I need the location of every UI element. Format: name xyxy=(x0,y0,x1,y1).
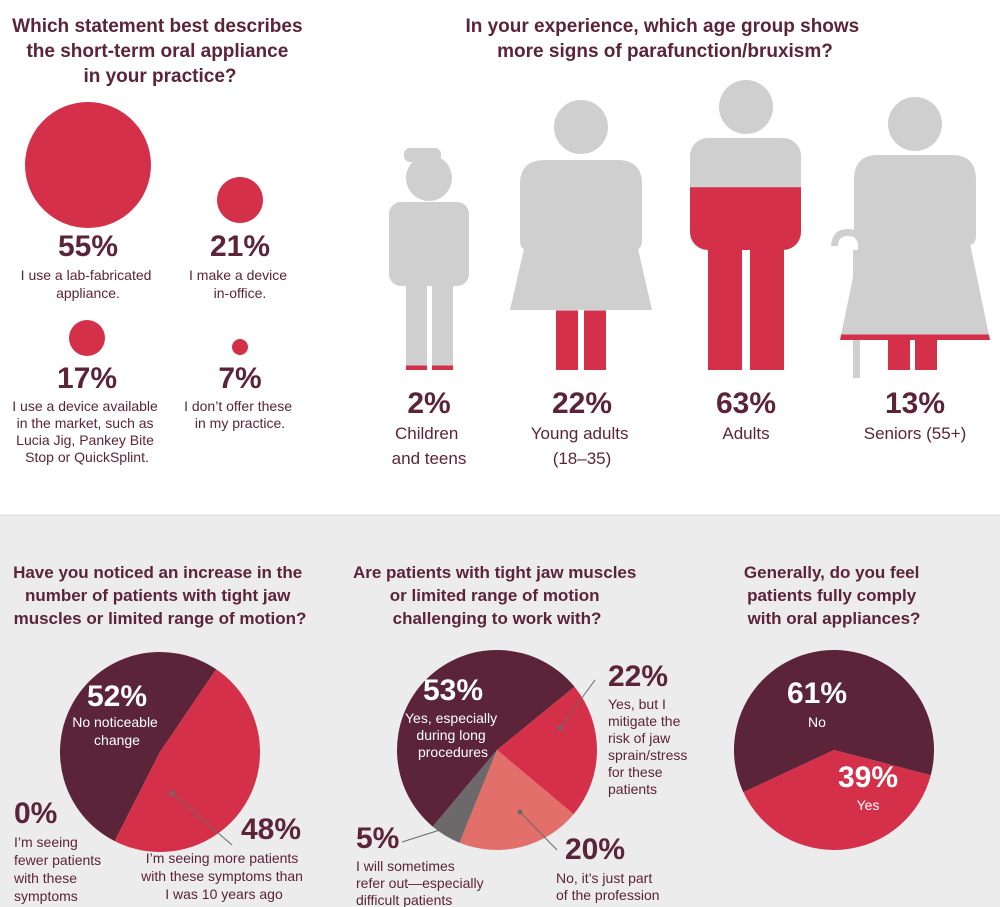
pie1-label-1-desc: I’m seeing more patients with these symp… xyxy=(140,850,307,902)
pie2-slice-0 xyxy=(396,649,575,827)
pie-chart-3-title: Generally, do you feel patients fully co… xyxy=(744,563,924,628)
figure-2-fill xyxy=(690,187,801,370)
figure-2-value: 63% xyxy=(716,387,776,420)
figure-3-value: 13% xyxy=(885,387,945,420)
pie2-label-1-desc: Yes, but I mitigate the risk of jaw spra… xyxy=(608,696,691,797)
figure-3-fill xyxy=(840,334,990,370)
figure-0-value: 2% xyxy=(407,387,450,420)
pie1-slice-0 xyxy=(59,651,217,842)
figure-3-group: 13% Seniors (55+) xyxy=(831,97,990,443)
bubble-0 xyxy=(25,102,151,228)
pie1-label-2-value: 0% xyxy=(14,797,57,830)
pie-chart-1: Have you noticed an increase in the numb… xyxy=(13,563,307,904)
pie2-label-0-desc: Yes, especially during long procedures xyxy=(405,710,501,760)
figure-0-silhouette xyxy=(389,148,469,370)
pie1-label-2-desc: I’m seeing fewer patients with these sym… xyxy=(13,834,105,904)
pie3-slice-0 xyxy=(734,649,934,793)
bubble-2 xyxy=(69,320,105,356)
pie1-leader-1 xyxy=(171,792,233,846)
figure-0-name: Children and teens xyxy=(392,424,467,468)
pie2-leader-1-dot xyxy=(557,725,563,731)
bubble-chart: Which statement best describes the short… xyxy=(12,16,308,465)
pie2-label-2-value: 20% xyxy=(565,833,625,866)
pie-chart-2: Are patients with tight jaw muscles or l… xyxy=(353,563,691,907)
pie3-label-0-value: 61% xyxy=(787,677,847,710)
bubble-0-desc: I use a lab-fabricated appliance. xyxy=(21,267,156,301)
bubble-1-desc: I make a device in-office. xyxy=(189,267,291,301)
pie3-label-1-value: 39% xyxy=(838,761,898,794)
bubble-3-desc: I don’t offer these in my practice. xyxy=(184,398,296,431)
pie1-label-0-desc: No noticeable change xyxy=(72,714,162,748)
pie2-slice-3 xyxy=(432,750,497,843)
figure-0-fill xyxy=(406,365,453,370)
pie2-leader-3-dot xyxy=(462,819,468,825)
pie-chart-2-slices xyxy=(396,649,597,851)
figure-2-name: Adults xyxy=(722,424,769,443)
figure-1-silhouette xyxy=(510,100,652,370)
pie2-label-0-value: 53% xyxy=(423,674,483,707)
pie-chart-2-title: Are patients with tight jaw muscles or l… xyxy=(353,563,641,628)
pie1-leader-1-dot xyxy=(169,790,175,796)
pie2-slice-1 xyxy=(497,686,597,815)
bubble-0-value: 55% xyxy=(58,230,118,263)
pie-chart-3-slices xyxy=(734,649,934,850)
pie2-label-3-value: 5% xyxy=(356,822,399,855)
pie2-label-2-desc: No, it’s just part of the profession xyxy=(556,870,660,903)
pie3-label-0-desc: No xyxy=(808,714,826,730)
pie2-leader-2 xyxy=(519,811,558,851)
pie2-leader-1 xyxy=(559,679,596,729)
figure-3-name: Seniors (55+) xyxy=(864,424,967,443)
figure-1-group: 22% Young adults (18–35) xyxy=(510,100,652,468)
pie1-label-0-value: 52% xyxy=(87,680,147,713)
figure-0-group: 2% Children and teens xyxy=(389,148,469,468)
pie-chart-3: Generally, do you feel patients fully co… xyxy=(734,563,934,850)
bubble-1 xyxy=(217,177,263,223)
pie1-label-1-value: 48% xyxy=(241,813,301,846)
pie2-slice-2 xyxy=(459,750,574,851)
pie2-label-3-desc: I will sometimes refer out—especially di… xyxy=(356,858,488,907)
pie1-slice-1 xyxy=(114,669,260,852)
pie3-label-1-desc: Yes xyxy=(857,797,880,813)
pictogram-chart: In your experience, which age group show… xyxy=(389,16,990,468)
bubble-chart-title: Which statement best describes the short… xyxy=(12,16,308,87)
bubble-2-desc: I use a device available in the market, … xyxy=(12,398,161,465)
figure-1-fill xyxy=(556,310,606,370)
pictogram-chart-title: In your experience, which age group show… xyxy=(465,16,864,62)
figure-2-group: 63% Adults xyxy=(690,80,801,443)
pie2-leader-3 xyxy=(401,821,466,843)
pie-chart-1-slices xyxy=(59,651,260,852)
figure-1-value: 22% xyxy=(552,387,612,420)
bubble-2-value: 17% xyxy=(57,362,117,395)
pie-chart-1-title: Have you noticed an increase in the numb… xyxy=(13,563,307,628)
pie3-slice-1 xyxy=(743,750,931,850)
bubble-3 xyxy=(232,339,248,355)
pie2-label-1-value: 22% xyxy=(608,660,668,693)
bubble-3-value: 7% xyxy=(218,362,261,395)
pie2-leader-2-dot xyxy=(517,809,523,815)
figure-1-name: Young adults (18–35) xyxy=(531,424,633,468)
bubble-1-value: 21% xyxy=(210,230,270,263)
